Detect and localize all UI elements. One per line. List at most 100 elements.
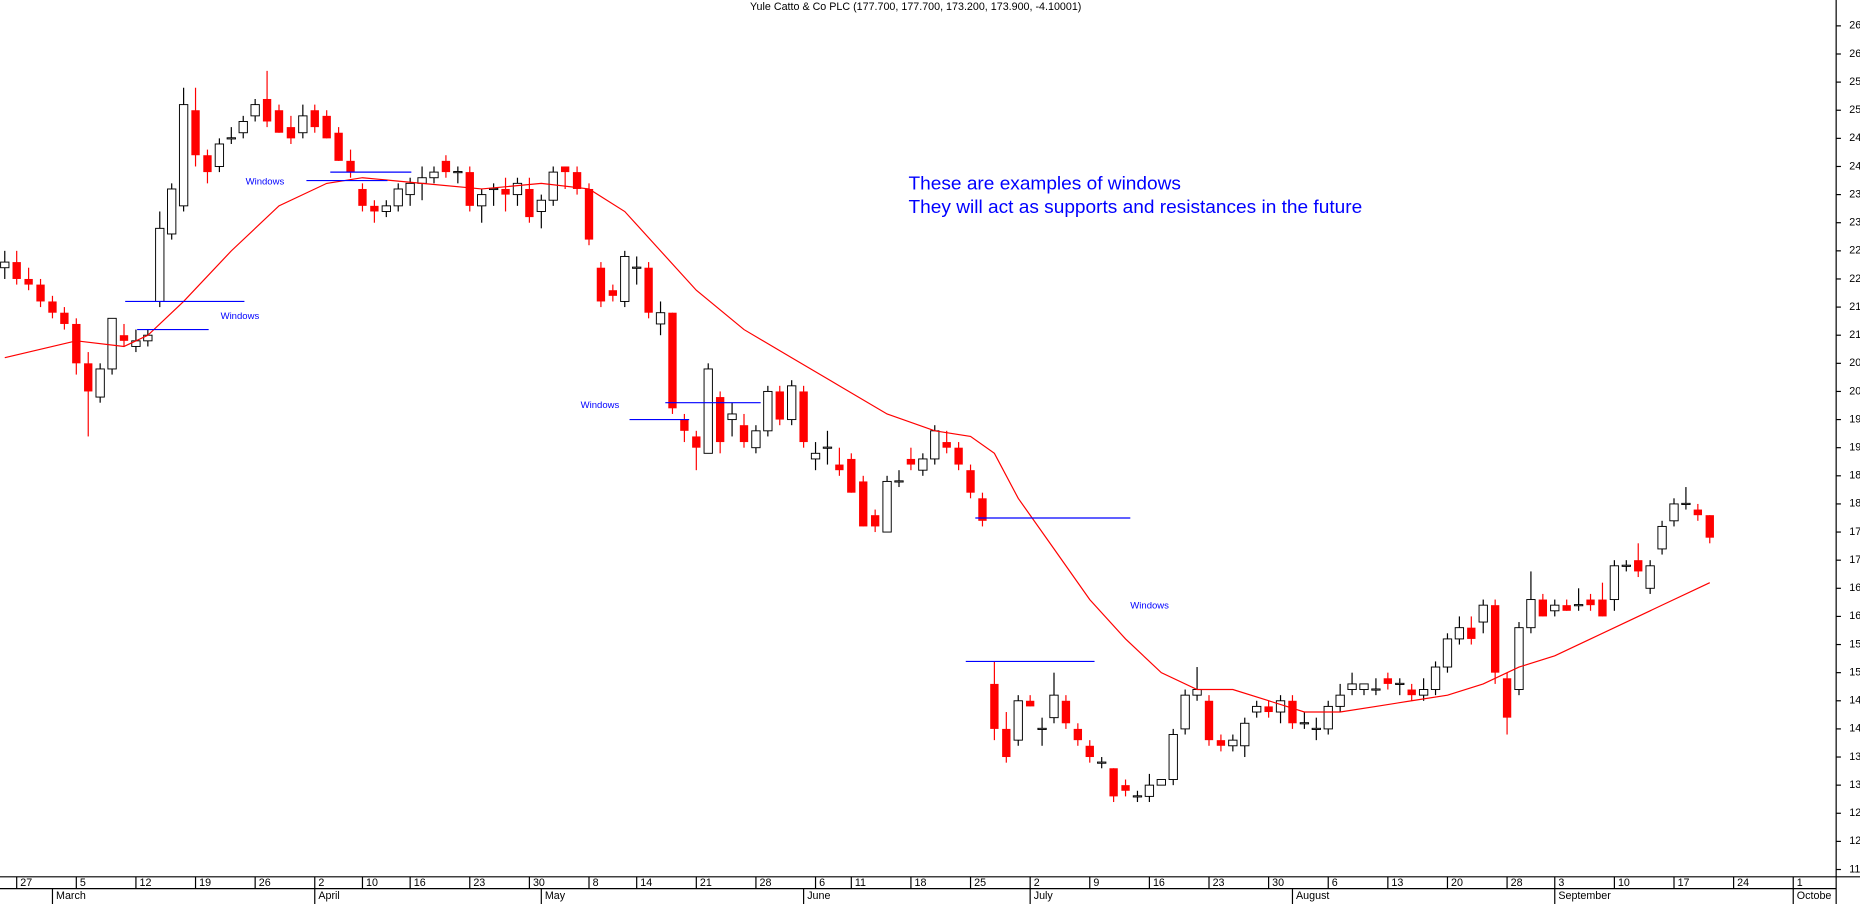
- candle-body: [238, 121, 248, 134]
- candle-body: [1526, 599, 1536, 629]
- candle-body: [191, 110, 200, 156]
- candle-body: [1204, 700, 1214, 741]
- month-label: June: [807, 890, 830, 902]
- x-tick-label: 28: [1511, 877, 1523, 889]
- y-tick-label: 225: [1849, 245, 1860, 257]
- candle-body: [692, 436, 701, 448]
- candle-body: [1144, 784, 1155, 797]
- y-tick-label: 115: [1849, 863, 1860, 875]
- candle-body: [1323, 705, 1333, 730]
- candle-body: [405, 182, 415, 196]
- candle-body: [512, 182, 523, 196]
- candle-body: [1121, 785, 1130, 791]
- annotation: Windows: [581, 400, 620, 411]
- candle-body: [751, 430, 761, 449]
- candle-body: [572, 172, 582, 189]
- candle-body: [370, 205, 379, 212]
- candle-body: [119, 335, 129, 341]
- candle-body: [107, 317, 117, 370]
- candle-body: [1657, 525, 1667, 550]
- candle-body: [453, 171, 463, 174]
- candle-body: [918, 458, 928, 471]
- candle-body: [1180, 694, 1190, 730]
- x-tick-label: 10: [366, 877, 378, 889]
- x-tick-label: 19: [199, 877, 211, 889]
- candle-body: [358, 188, 367, 206]
- candle-body: [1395, 682, 1405, 685]
- candle-body: [1467, 627, 1476, 639]
- annotation: Windows: [221, 311, 260, 322]
- candle-body: [942, 442, 951, 448]
- candle-body: [84, 363, 93, 392]
- candle-body: [1073, 728, 1083, 741]
- candle-body: [584, 188, 594, 240]
- candle-body: [632, 266, 642, 269]
- x-tick-label: 25: [974, 877, 986, 889]
- candle-body: [1252, 705, 1262, 713]
- y-tick-label: 155: [1849, 638, 1860, 650]
- x-tick-label: 28: [760, 877, 772, 889]
- candle-body: [847, 458, 856, 493]
- y-tick-label: 265: [1849, 20, 1860, 32]
- candle-body: [822, 446, 833, 449]
- candle-body: [262, 98, 272, 122]
- candle-body: [286, 127, 296, 139]
- candle-body: [680, 419, 689, 431]
- x-tick-label: 18: [915, 877, 927, 889]
- y-tick-label: 180: [1849, 498, 1860, 510]
- annotation: They will act as supports and resistance…: [909, 197, 1363, 218]
- candle-body: [1490, 605, 1500, 673]
- x-tick-label: 8: [593, 877, 599, 889]
- candle-body: [668, 312, 677, 409]
- candle-body: [1288, 700, 1297, 724]
- x-tick-label: 30: [533, 877, 545, 889]
- candle-body: [1025, 700, 1035, 707]
- y-tick-label: 140: [1849, 723, 1860, 735]
- candle-body: [1586, 599, 1595, 606]
- candle-body: [155, 227, 165, 302]
- y-tick-label: 200: [1849, 385, 1860, 397]
- candle-body: [739, 425, 749, 443]
- x-tick-label: 14: [640, 877, 652, 889]
- x-tick-label: 24: [1737, 877, 1749, 889]
- candle-body: [1454, 627, 1465, 640]
- candle-body: [95, 368, 105, 398]
- x-tick-label: 13: [1391, 877, 1403, 889]
- y-tick-label: 185: [1849, 470, 1860, 482]
- candle-body: [1192, 689, 1202, 696]
- annotation: Windows: [246, 177, 285, 188]
- candle-body: [1562, 605, 1571, 611]
- candle-body: [1132, 795, 1143, 798]
- x-tick-label: 26: [259, 877, 271, 889]
- candle-body: [1168, 734, 1178, 780]
- candle-body: [1621, 564, 1631, 567]
- candle-body: [608, 290, 618, 296]
- candle-body: [870, 515, 880, 527]
- candle-body: [703, 368, 713, 454]
- candle-body: [655, 312, 666, 325]
- x-tick-label: 5: [80, 877, 86, 889]
- candle-body: [465, 172, 474, 206]
- candle-body: [1538, 599, 1548, 617]
- y-tick-label: 195: [1849, 413, 1860, 425]
- y-tick-label: 205: [1849, 357, 1860, 369]
- candle-body: [36, 284, 45, 302]
- candle-body: [620, 255, 630, 302]
- candle-body: [1264, 706, 1273, 713]
- candle-body: [1573, 604, 1584, 607]
- candle-body: [167, 188, 177, 235]
- candle-body: [226, 137, 236, 140]
- candle-body: [1383, 678, 1393, 684]
- y-tick-label: 130: [1849, 779, 1860, 791]
- candle-body: [1299, 722, 1310, 725]
- candle-body: [1645, 565, 1655, 589]
- candle-body: [12, 262, 21, 279]
- x-tick-label: 23: [473, 877, 485, 889]
- candle-body: [1109, 768, 1118, 797]
- y-tick-label: 175: [1849, 526, 1860, 538]
- x-tick-label: 3: [1558, 877, 1564, 889]
- x-tick-label: 6: [819, 877, 825, 889]
- candle-body: [1240, 722, 1250, 747]
